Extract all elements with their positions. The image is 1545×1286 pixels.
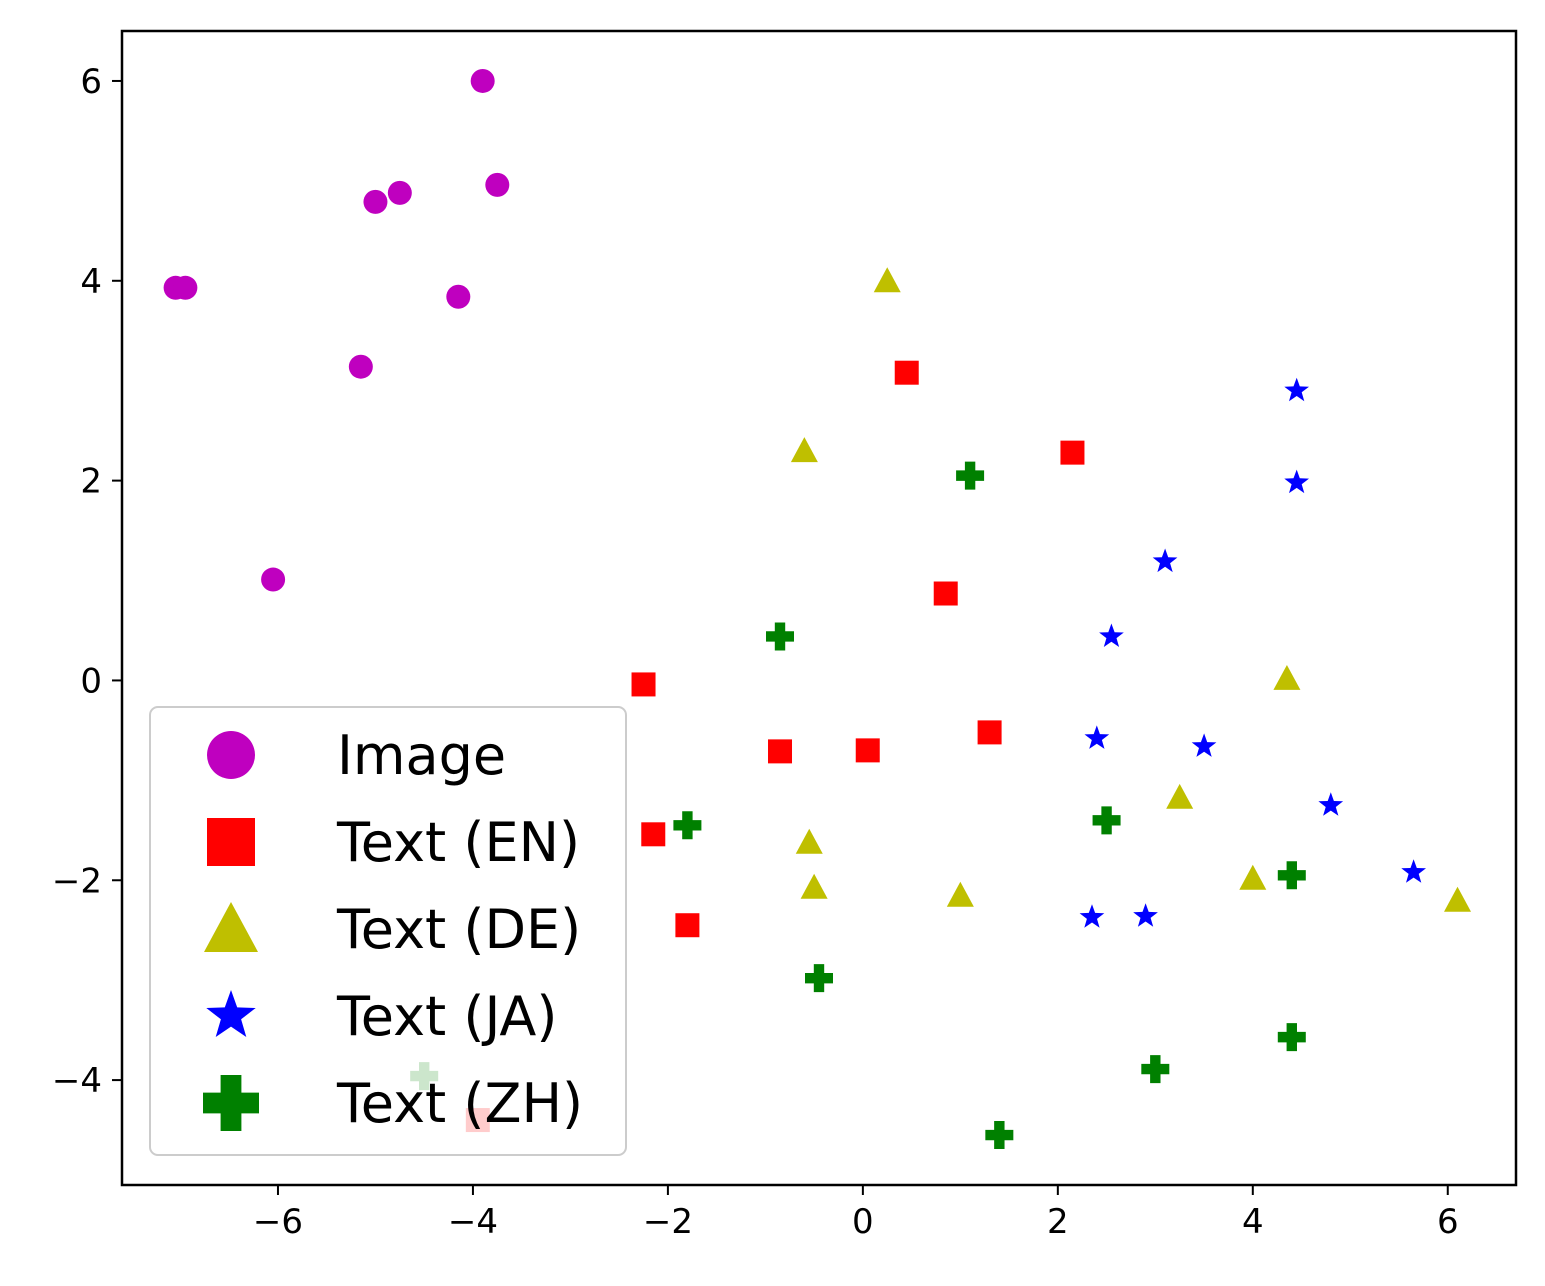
data-point [470, 68, 495, 93]
data-point [855, 738, 880, 763]
data-point [675, 913, 700, 938]
data-point [1099, 623, 1124, 647]
data-point [1133, 903, 1158, 927]
data-point [1166, 783, 1194, 809]
data-point [985, 1121, 1014, 1150]
legend-box [149, 706, 627, 1156]
data-point [977, 720, 1002, 745]
legend-marker [207, 818, 255, 866]
data-point [348, 354, 373, 379]
data-point [1141, 1055, 1170, 1084]
y-tick-label: 4 [80, 262, 102, 302]
data-point [795, 828, 823, 854]
x-tick-label: −4 [448, 1202, 498, 1242]
plot-frame [120, 29, 1518, 1187]
data-point [894, 360, 919, 385]
y-tick-label: −2 [52, 861, 102, 901]
data-point [1401, 859, 1426, 883]
y-tick-label: −4 [52, 1061, 102, 1101]
data-point [485, 172, 510, 197]
data-point [1191, 733, 1217, 757]
data-point [1284, 377, 1309, 402]
legend-label: Text (JA) [336, 985, 557, 1048]
data-point [631, 672, 656, 697]
x-tick-label: 0 [852, 1202, 874, 1242]
data-point [946, 881, 974, 907]
data-point [1277, 861, 1306, 890]
data-point [673, 811, 702, 840]
x-tick-label: 6 [1437, 1202, 1459, 1242]
data-point [800, 873, 828, 899]
data-point [1284, 469, 1309, 494]
data-point [766, 622, 795, 651]
legend-label: Image [337, 724, 506, 787]
data-point [1277, 1023, 1306, 1052]
legend-label: Text (ZH) [336, 1072, 583, 1135]
data-point [956, 461, 985, 490]
legend-marker [206, 990, 256, 1037]
legend-marker [203, 1075, 259, 1131]
data-point [1060, 440, 1085, 465]
legend-label: Text (DE) [336, 898, 581, 961]
y-tick-label: 2 [80, 462, 102, 502]
data-point [387, 180, 412, 205]
legend-marker [204, 902, 258, 952]
data-point [446, 284, 471, 309]
data-point [363, 189, 388, 214]
y-tick-label: 0 [80, 661, 102, 701]
legend-marker [207, 731, 255, 779]
data-point [805, 964, 833, 993]
x-tick-label: 4 [1242, 1202, 1264, 1242]
data-point [261, 567, 286, 592]
x-tick-label: 2 [1047, 1202, 1069, 1242]
data-point [768, 739, 793, 764]
y-tick-label: 6 [80, 62, 102, 102]
data-point [790, 437, 818, 463]
axis-ticks: −6 −4 −2 0 2 4 6 −4 −2 0 2 4 6 [52, 62, 1459, 1242]
data-point [1318, 792, 1344, 816]
series-star [1079, 377, 1426, 928]
data-point [933, 581, 958, 606]
data-point [1273, 664, 1301, 690]
x-tick-label: −6 [253, 1202, 303, 1242]
data-point [1239, 864, 1267, 890]
series-circle [163, 68, 510, 592]
series-triangle [790, 267, 1472, 912]
legend: Image Text (EN) Text (DE) Text (JA) Text (ZH… [149, 706, 627, 1156]
data-point [873, 267, 901, 293]
data-point [1444, 886, 1472, 912]
data-point [1152, 548, 1178, 573]
data-point [1079, 904, 1105, 928]
x-tick-label: −2 [643, 1202, 693, 1242]
data-point [1084, 725, 1110, 749]
data-point [173, 275, 198, 300]
legend-label: Text (EN) [336, 811, 580, 874]
data-point [641, 822, 666, 847]
data-point [1092, 806, 1121, 835]
